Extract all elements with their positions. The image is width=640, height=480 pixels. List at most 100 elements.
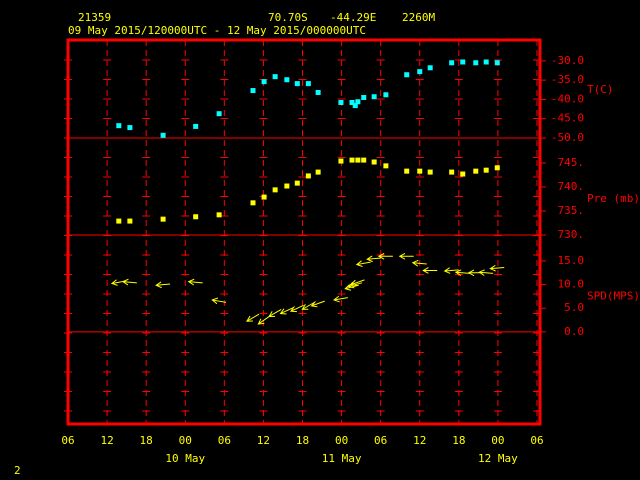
y-tick-label: 5.0 bbox=[564, 301, 584, 314]
station-id: 21359 bbox=[78, 11, 111, 24]
point bbox=[427, 65, 433, 71]
point bbox=[361, 157, 367, 163]
point bbox=[160, 216, 166, 222]
y-axis-label: SPD(MPS) bbox=[587, 289, 640, 302]
wind-arrow bbox=[289, 304, 304, 313]
point bbox=[315, 89, 321, 95]
point bbox=[371, 159, 377, 165]
point bbox=[417, 168, 423, 174]
point bbox=[284, 77, 290, 83]
point bbox=[349, 100, 355, 106]
y-axis-label: T(C) bbox=[587, 83, 614, 96]
x-tick-label: 12 bbox=[413, 434, 426, 447]
x-tick-label: 12 bbox=[257, 434, 270, 447]
point bbox=[371, 94, 377, 100]
wind-arrow bbox=[246, 313, 260, 322]
wind-arrow bbox=[478, 269, 494, 276]
wind-arrow bbox=[347, 281, 363, 289]
point bbox=[427, 169, 433, 175]
elevation: 2260M bbox=[402, 11, 435, 24]
point bbox=[404, 168, 410, 174]
day-label: 10 May bbox=[165, 452, 205, 465]
point bbox=[193, 214, 199, 220]
wind-arrow bbox=[377, 252, 393, 260]
x-tick-label: 00 bbox=[335, 434, 348, 447]
point bbox=[116, 218, 122, 224]
x-tick-label: 06 bbox=[374, 434, 387, 447]
point bbox=[305, 81, 311, 87]
point bbox=[127, 125, 133, 131]
longitude: -44.29E bbox=[330, 11, 376, 24]
y-tick-label: -35.0 bbox=[551, 73, 584, 86]
wind-arrow bbox=[411, 259, 427, 267]
point bbox=[449, 60, 455, 66]
point bbox=[483, 59, 489, 65]
point bbox=[449, 169, 455, 175]
point bbox=[250, 88, 256, 94]
point bbox=[355, 99, 361, 105]
point bbox=[349, 157, 355, 163]
y-tick-label: 10.0 bbox=[558, 278, 585, 291]
x-tick-label: 06 bbox=[530, 434, 543, 447]
latitude: 70.70S bbox=[268, 11, 308, 24]
point bbox=[216, 212, 222, 218]
point bbox=[473, 60, 479, 66]
point bbox=[494, 165, 500, 171]
day-label: 12 May bbox=[478, 452, 518, 465]
y-tick-label: 740. bbox=[558, 180, 585, 193]
point bbox=[261, 79, 267, 85]
y-tick-label: -45.0 bbox=[551, 112, 584, 125]
wind-arrow bbox=[489, 264, 505, 272]
x-tick-label: 18 bbox=[140, 434, 153, 447]
point bbox=[284, 183, 290, 189]
period: 09 May 2015/120000UTC - 12 May 2015/0000… bbox=[68, 24, 366, 37]
point bbox=[338, 100, 344, 106]
point bbox=[294, 81, 300, 87]
x-tick-label: 18 bbox=[296, 434, 309, 447]
wind-arrow bbox=[333, 295, 348, 303]
point bbox=[383, 163, 389, 169]
wind-arrow bbox=[443, 267, 459, 274]
wind-arrow bbox=[355, 260, 371, 267]
wind-arrow bbox=[211, 297, 227, 305]
point bbox=[494, 60, 500, 66]
wind-arrow bbox=[301, 301, 315, 310]
point bbox=[483, 167, 489, 173]
x-tick-label: 06 bbox=[61, 434, 74, 447]
point bbox=[417, 69, 423, 75]
y-axis-label: Pre (mb) bbox=[587, 192, 640, 205]
point bbox=[460, 59, 466, 65]
x-tick-label: 00 bbox=[491, 434, 504, 447]
wind-arrow bbox=[366, 255, 382, 263]
y-tick-label: 730. bbox=[558, 228, 585, 241]
point bbox=[160, 132, 166, 138]
wind-arrow bbox=[155, 281, 171, 289]
y-tick-label: -30.0 bbox=[551, 54, 584, 67]
point bbox=[404, 72, 410, 78]
y-tick-label: 735. bbox=[558, 204, 585, 217]
point bbox=[305, 173, 311, 179]
y-tick-label: -50.0 bbox=[551, 131, 584, 144]
x-tick-label: 12 bbox=[100, 434, 113, 447]
point bbox=[338, 158, 344, 164]
wind-arrow bbox=[257, 315, 271, 325]
x-tick-label: 06 bbox=[218, 434, 231, 447]
point bbox=[272, 187, 278, 193]
point bbox=[216, 111, 222, 117]
wind-arrow bbox=[454, 269, 470, 276]
point bbox=[315, 169, 321, 175]
point bbox=[294, 180, 300, 186]
point bbox=[355, 157, 361, 163]
x-tick-label: 00 bbox=[179, 434, 192, 447]
wind-arrow bbox=[279, 307, 294, 315]
point bbox=[272, 74, 278, 80]
point bbox=[473, 168, 479, 174]
point bbox=[250, 200, 256, 206]
point bbox=[261, 194, 267, 200]
wind-arrow bbox=[187, 278, 203, 286]
y-tick-label: -40.0 bbox=[551, 92, 584, 105]
wind-arrow bbox=[398, 252, 414, 260]
wind-arrow bbox=[268, 309, 282, 317]
day-label: 11 May bbox=[322, 452, 362, 465]
